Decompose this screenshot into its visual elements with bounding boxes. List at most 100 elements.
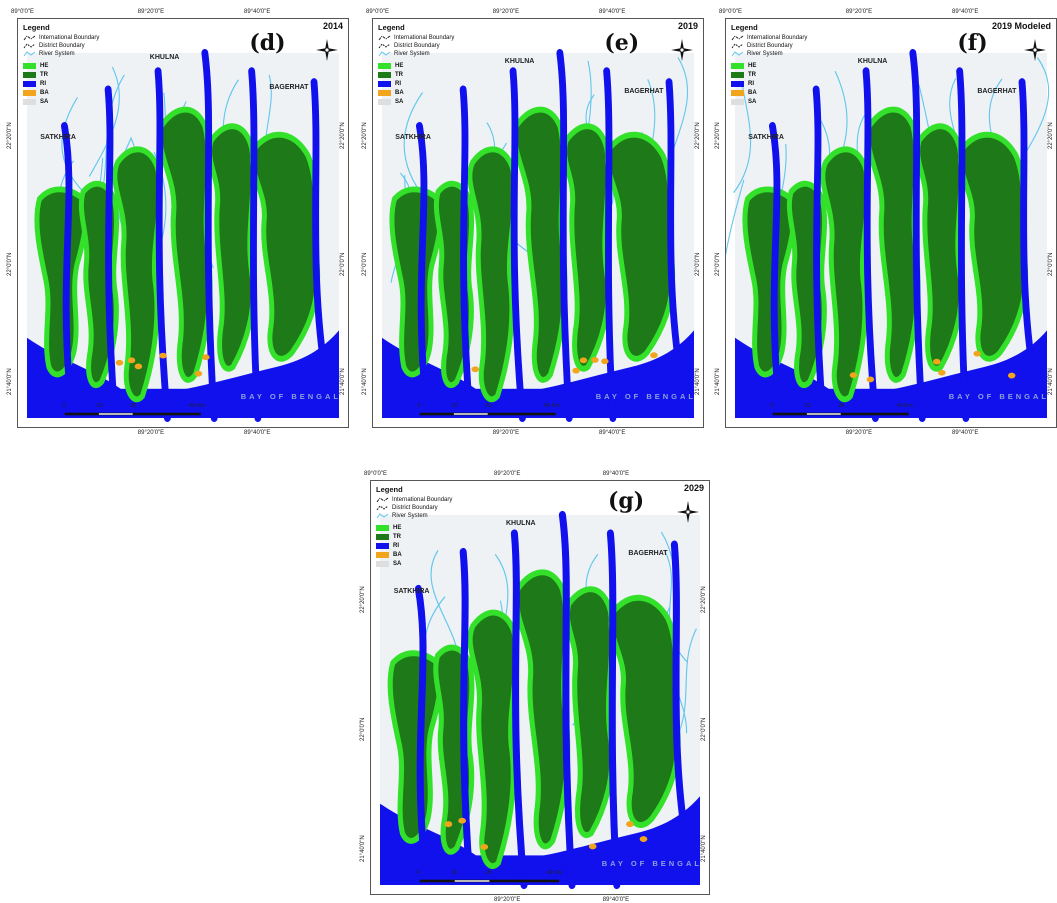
bay-of-bengal-label: BAY OF BENGAL — [595, 392, 696, 401]
latitude-label: 22°0'0"N — [362, 252, 368, 277]
coastal-sand — [1007, 372, 1016, 379]
herbaceous-edge — [433, 180, 475, 389]
legend-swatch — [731, 80, 744, 87]
scale-label: 20 — [130, 403, 137, 409]
coastal-sand — [572, 367, 580, 374]
scale-label: 40 Km — [188, 403, 205, 409]
legend-class-item: RI — [376, 541, 452, 550]
legend-class-label: TR — [748, 71, 756, 78]
latitude-label: 21°40'0"N — [362, 368, 368, 396]
herbaceous-edge — [608, 594, 681, 828]
coastal-sand — [938, 369, 946, 376]
north-arrow-icon — [671, 39, 693, 61]
north-arrow-icon — [316, 39, 338, 61]
forest-block — [868, 109, 918, 380]
scale-label: 10 — [451, 870, 458, 876]
legend-line-label: District Boundary — [747, 43, 793, 49]
river-channel — [812, 85, 826, 415]
legend-line-item: International Boundary — [376, 496, 452, 504]
latitude-label: 21°40'0"N — [701, 835, 707, 862]
legend-line-item: River System — [376, 512, 452, 520]
coastal-sand — [458, 817, 466, 824]
river-channel — [558, 510, 576, 890]
legend-swatch — [23, 80, 36, 87]
legend-class-item: SA — [23, 97, 99, 106]
legend-title: Legend — [378, 23, 405, 32]
scale-bar: 0 10 20 40 Km — [770, 403, 913, 418]
river-channel — [416, 121, 430, 404]
place-bagerhat: BAGERHAT — [624, 88, 664, 95]
place-khulna: KHULNA — [149, 54, 180, 61]
river-system-line — [675, 628, 697, 740]
legend-class-item: TR — [23, 70, 99, 79]
forest-block — [252, 134, 318, 359]
international-boundary-line-icon — [378, 35, 391, 41]
river-channel — [862, 67, 879, 423]
place-satkhira: SATKHIRA — [40, 134, 76, 141]
map-canvas — [380, 510, 700, 890]
map-canvas — [725, 48, 1050, 423]
legend-line-item: International Boundary — [23, 34, 99, 42]
map-legend: Legend International Boundary District Bou… — [23, 24, 99, 106]
legend-class-label: RI — [393, 542, 399, 549]
longitude-label: 89°40'0"E — [599, 430, 626, 436]
legend-class-item: RI — [731, 79, 807, 88]
scale-label: 10 — [451, 403, 458, 409]
river-channel — [154, 67, 171, 423]
map-legend: Legend International Boundary District Bou… — [378, 24, 454, 106]
coastal-sand — [471, 366, 480, 373]
scale-label: 10 — [96, 403, 103, 409]
coastal-sand — [849, 372, 858, 379]
forest-block — [607, 134, 673, 359]
river-system-line — [725, 179, 745, 262]
legend-class-label: RI — [395, 80, 401, 87]
river-channel — [769, 121, 783, 404]
legend-swatch — [376, 560, 389, 567]
forest-block — [917, 126, 962, 369]
coastal-sand — [159, 352, 167, 359]
coastal-sand — [202, 354, 210, 361]
scale-label: 40 Km — [896, 403, 913, 409]
river-system-line-icon — [376, 513, 389, 519]
map-canvas — [382, 48, 694, 423]
legend-title: Legend — [376, 485, 403, 494]
legend-class-label: SA — [395, 98, 404, 105]
latitude-label: 22°0'0"N — [340, 252, 346, 277]
river-channel — [603, 67, 617, 423]
latitude-label: 22°0'0"N — [1048, 252, 1054, 277]
panel-label: (d) — [249, 30, 286, 56]
river-system-line — [88, 66, 120, 177]
herbaceous-edge — [433, 644, 475, 855]
longitude-label: 89°40'0"E — [952, 430, 979, 436]
latitude-label: 22°0'0"N — [695, 252, 701, 277]
legend-class-item: HE — [376, 523, 452, 532]
longitude-label: 89°20'0"E — [494, 897, 521, 903]
bay-of-bengal-label: BAY OF BENGAL — [240, 392, 341, 401]
map-frame — [17, 18, 349, 428]
district-boundary-line-icon — [23, 43, 36, 49]
scale-label: 0 — [416, 870, 420, 876]
panel-label: (e) — [604, 30, 640, 56]
legend-class-label: SA — [40, 98, 49, 105]
map-canvas — [27, 48, 339, 423]
place-bagerhat: BAGERHAT — [269, 84, 309, 91]
coastal-sand — [134, 363, 143, 370]
place-bagerhat: BAGERHAT — [628, 550, 668, 557]
map-panel-d: 89°0'0"E 89°20'0"E 89°40'0"E 89°20'0"E 89°40… — [7, 9, 349, 436]
north-arrow-icon — [677, 501, 699, 523]
place-khulna: KHULNA — [506, 520, 536, 527]
longitude-label: 89°40'0"E — [244, 430, 271, 436]
herbaceous-edge — [605, 131, 676, 362]
latitude-label: 22°20'0"N — [1048, 122, 1054, 150]
legend-line-label: River System — [392, 513, 428, 519]
legend-class-item: TR — [376, 532, 452, 541]
legend-line-label: International Boundary — [392, 497, 453, 503]
coastal-sand — [650, 352, 658, 359]
river-system-line-icon — [378, 51, 391, 57]
river-system-line — [733, 83, 752, 194]
forest-block — [470, 612, 517, 867]
herbaceous-edge — [958, 131, 1029, 362]
legend-class-item: BA — [376, 550, 452, 559]
coastal-sand — [601, 358, 609, 365]
latitude-label: 22°0'0"N — [7, 252, 13, 277]
